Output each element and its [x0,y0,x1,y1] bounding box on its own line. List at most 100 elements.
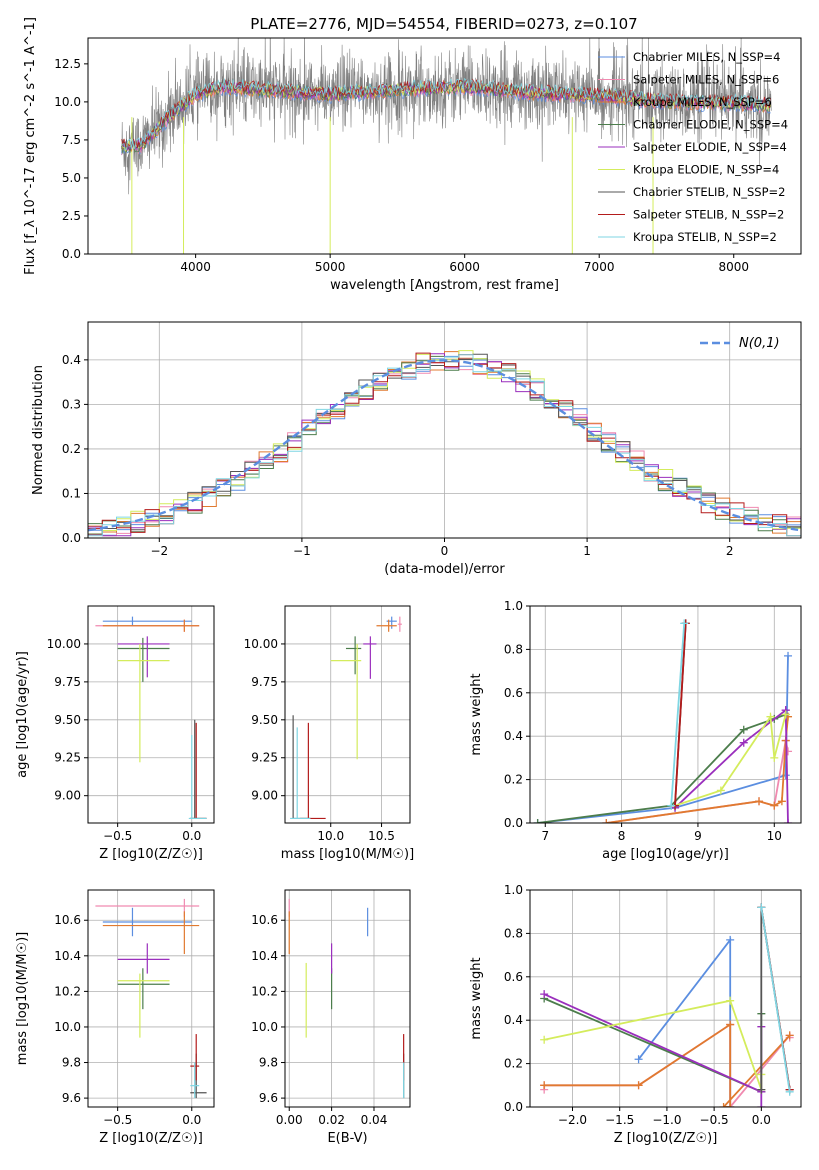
plot-area [288,898,405,1099]
legend-label: Kroupa ELODIE, N_SSP=4 [633,163,779,177]
panel-weight_vs_Z: −2.0 −1.5 −1.0 −0.5 0.0 0.0 0.2 0.4 0.6 0.8 1.0 Z [… [469,883,802,1146]
gaussian-curve [88,359,799,532]
x-tick-label: 8 [618,829,626,843]
y-tick-label: 10.00 [244,637,278,651]
legend-label: Salpeter MILES, N_SSP=6 [633,73,779,87]
x-tick-label: 10 [767,829,782,843]
y-tick-label: 0.1 [62,486,81,500]
panel-residual_hist: −2 −1 0 1 2 0.0 0.1 0.2 0.3 0.4 (data-model)/error… [31,321,802,577]
weight-line-chabrier_miles [637,937,732,1107]
weight-marker-chabrier_elodie [739,725,748,734]
x-tick-label: 0.00 [276,1113,303,1127]
y-tick-label: 9.50 [54,713,81,727]
y-tick-label: 10.4 [251,949,278,963]
y-tick-label: 0.4 [504,729,523,743]
axes-frame [284,889,411,1108]
x-axis-label: wavelength [Angstrom, rest frame] [330,278,559,293]
y-tick-label: 10.2 [54,984,81,998]
y-tick-label: 10.0 [251,1020,278,1034]
y-tick-label: 0.2 [504,1057,523,1071]
panel-mass_vs_Z: −0.5 0.0 9.6 9.8 10.0 10.2 10.4 10.6 Z [log10(Z/… [15,889,215,1146]
legend-label: N(0,1) [739,336,780,351]
weight-marker-kroupa_elodie [540,1035,549,1044]
y-tick-label: 2.5 [62,209,81,223]
x-tick-label: −2.0 [558,1113,587,1127]
plot-area [95,616,207,820]
weight-marker-kroupa_stelib [680,619,689,628]
weight-marker-kroupa_miles [726,1020,735,1029]
plot-area [95,898,207,1099]
y-tick-label: 10.6 [54,913,81,927]
x-tick-label: 8000 [718,260,749,274]
weight-marker-kroupa_miles [755,797,764,806]
x-tick-label: 0.0 [182,1113,201,1127]
legend-label: Chabrier STELIB, N_SSP=2 [633,185,785,199]
x-tick-label: 2 [726,544,734,558]
panel-mass_vs_ebv: 0.00 0.02 0.04 9.6 9.8 10.0 10.2 10.4 10.6 E(B-V) [251,889,411,1146]
legend-label: Salpeter STELIB, N_SSP=2 [633,208,784,222]
weight-marker-kroupa_stelib [667,801,676,810]
plot-area [540,903,794,1107]
y-tick-label: 0.8 [504,926,523,940]
weight-marker-kroupa_miles [719,1103,728,1107]
y-tick-label: 9.25 [251,751,278,765]
panel-age_vs_Z: −0.5 0.0 9.00 9.25 9.50 9.75 10.00 Z [log10(Z/Z… [15,605,215,862]
x-tick-label: 0 [441,544,449,558]
y-tick-label: 0.0 [62,531,81,545]
y-tick-label: 0.0 [504,816,523,830]
weight-marker-salpeter_elodie [784,819,793,823]
x-tick-label: −0.5 [103,829,132,843]
y-tick-label: 10.2 [251,984,278,998]
weight-line-salpeter_stelib [674,623,687,806]
y-axis-label: age [log10(age/yr)] [15,651,30,778]
weight-marker-kroupa_stelib [757,903,766,912]
x-axis-label: mass [log10(M/M☉)] [281,847,414,862]
y-axis-label: mass [log10(M/M☉)] [15,932,30,1065]
x-tick-label: 1 [583,544,591,558]
y-tick-label: 10.0 [54,95,81,109]
weight-line-kroupa_stelib [670,623,686,806]
plot-area [533,619,793,823]
x-tick-label: 10.5 [368,829,395,843]
x-tick-label: −1.5 [605,1113,634,1127]
y-tick-label: 0.2 [62,442,81,456]
y-tick-label: 7.5 [62,133,81,147]
x-tick-label: 0.04 [361,1113,388,1127]
y-tick-label: 0.4 [62,353,81,367]
weight-marker-kroupa_stelib [785,1087,794,1096]
model-line-kroupa_stelib [121,77,771,150]
weight-marker-kroupa_elodie [716,786,725,795]
legend-label: Kroupa MILES, N_SSP=6 [633,95,772,109]
y-tick-label: 0.2 [504,773,523,787]
legend-label: Salpeter ELODIE, N_SSP=4 [633,140,787,154]
y-axis-label: mass weight [469,957,484,1039]
y-tick-label: 1.0 [504,883,523,897]
weight-marker-kroupa_elodie [770,753,779,762]
panel-spectrum: 4000 5000 6000 7000 8000 0.0 2.5 5.0 7.5 10.0 12.5… [23,17,802,293]
axes-frame [529,889,802,1108]
x-axis-label: age [log10(age/yr)] [602,847,729,862]
x-tick-label: 7000 [584,260,615,274]
weight-line-kroupa_miles [544,1022,791,1107]
y-tick-label: 10.4 [54,949,81,963]
weight-marker-chabrier_stelib [757,1085,766,1094]
weight-marker-salpeter_elodie [540,990,549,999]
axes-frame [529,605,802,824]
x-axis-label: E(B-V) [327,1131,367,1146]
weight-marker-kroupa_miles [540,1081,549,1090]
weight-marker-salpeter_elodie [739,738,748,747]
y-tick-label: 10.0 [54,1020,81,1034]
hist-steps-salpeter_elodie [88,353,801,537]
x-tick-label: −1.0 [652,1113,681,1127]
x-axis-label: Z [log10(Z/Z☉)] [614,1131,718,1146]
weight-marker-chabrier_miles [784,651,793,660]
legend-label: Kroupa STELIB, N_SSP=2 [633,230,777,244]
legend-label: Chabrier ELODIE, N_SSP=4 [633,118,788,132]
plot-area [121,38,772,254]
weight-marker-kroupa_elodie [781,710,790,719]
axes-frame [87,37,802,255]
x-tick-label: −1 [293,544,311,558]
weight-line-chabrier_elodie [537,713,787,823]
y-tick-label: 12.5 [54,57,81,71]
